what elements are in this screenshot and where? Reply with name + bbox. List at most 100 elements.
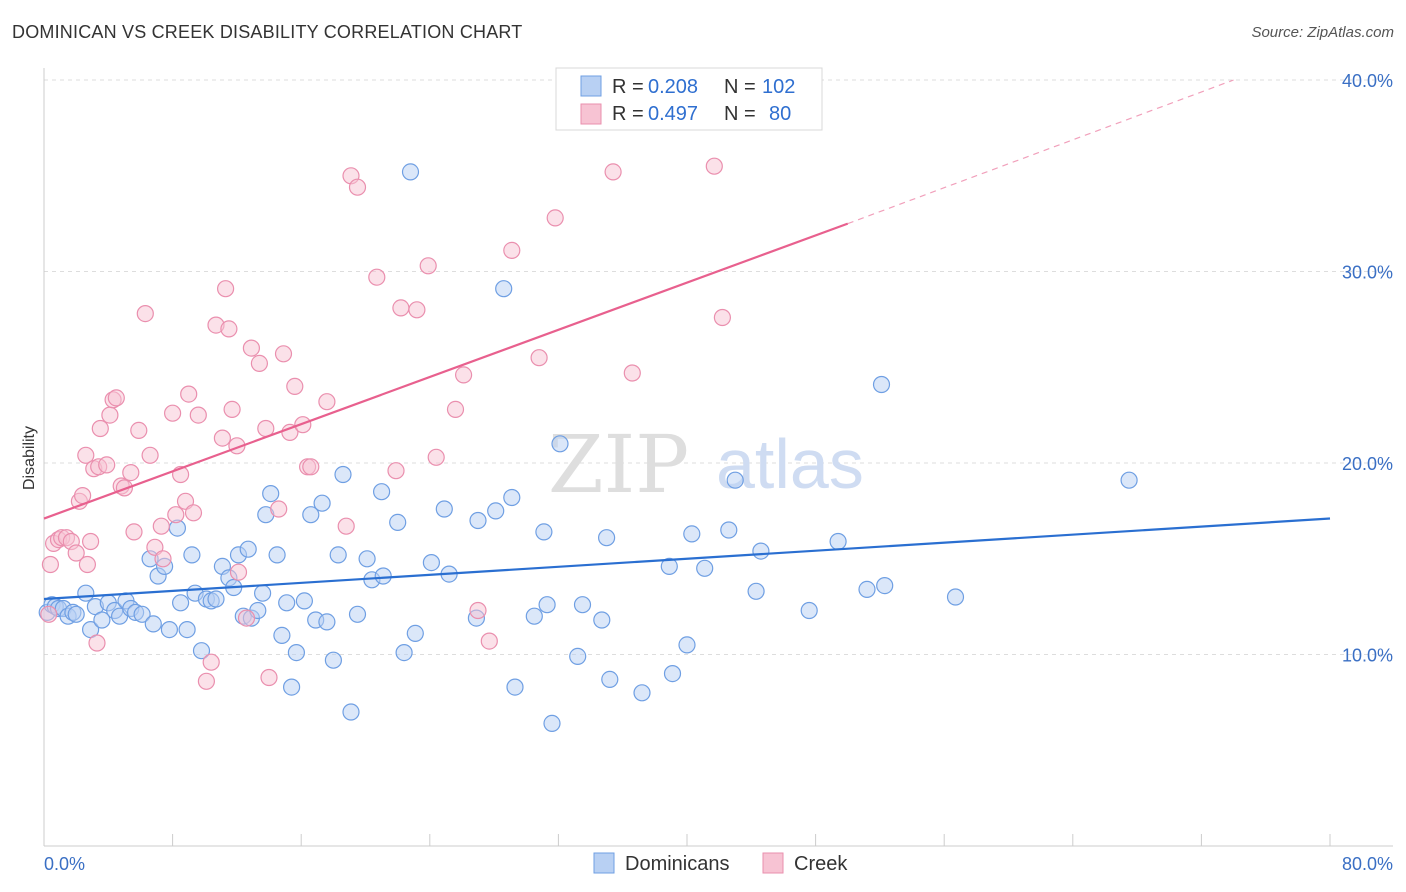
dominicans-point — [800, 601, 818, 620]
dominicans-point — [720, 521, 738, 539]
dominicans-point — [573, 596, 592, 614]
dominicans-point — [829, 532, 847, 551]
dominicans-point — [747, 582, 765, 600]
creek-point — [408, 301, 426, 319]
creek-trend-extension — [847, 79, 1234, 225]
dominicans-point — [329, 546, 347, 564]
creek-point — [713, 308, 732, 327]
x-tick-label-min: 0.0% — [44, 854, 85, 874]
axes — [43, 68, 1393, 847]
dominicans-point — [543, 714, 561, 733]
dominicans-point — [535, 523, 553, 541]
creek-point — [260, 668, 278, 687]
creek-point — [213, 429, 231, 447]
dominicans-trend-line — [43, 517, 1331, 601]
creek-point — [77, 446, 95, 464]
creek-point — [107, 389, 125, 407]
legend-r-label-2: R = — [612, 103, 644, 125]
creek-point — [217, 280, 235, 298]
dominicans-point — [273, 626, 291, 645]
creek-point — [197, 672, 215, 690]
legend: R = 0.208 N = 102 R = 0.497 N = 80 — [555, 67, 823, 131]
dominicans-point — [569, 647, 587, 666]
dominicans-point — [254, 584, 272, 602]
dominicans-point — [373, 483, 391, 501]
dominicans-point — [876, 576, 894, 595]
dominicans-point — [601, 670, 619, 689]
creek-point — [167, 506, 185, 524]
legend-n-value-2: 80 — [769, 103, 791, 125]
legend-swatch-creek — [580, 103, 602, 125]
dominicans-point — [872, 375, 891, 394]
dominicans-point — [302, 506, 320, 524]
dominicans-point — [178, 620, 196, 639]
creek-point — [446, 400, 465, 418]
trend-lines — [43, 79, 1331, 601]
dominicans-point — [495, 280, 513, 298]
legend-r-value-1: 0.208 — [648, 76, 698, 98]
chart-title: DOMINICAN VS CREEK DISABILITY CORRELATIO… — [12, 22, 523, 42]
creek-point — [220, 320, 238, 338]
creek-point — [164, 404, 182, 422]
creek-point — [88, 634, 106, 652]
creek-point — [530, 349, 548, 367]
creek-point — [469, 601, 487, 620]
creek-point — [184, 504, 203, 522]
bottom-legend: Dominicans Creek — [593, 852, 848, 875]
legend-r-value-2: 0.497 — [648, 103, 698, 125]
creek-point — [348, 178, 367, 196]
dominicans-point — [93, 611, 111, 629]
dominicans-point — [678, 636, 696, 654]
creek-trend-line — [43, 222, 849, 520]
creek-point — [154, 550, 172, 568]
dominicans-point — [192, 642, 211, 660]
creek-point — [387, 462, 405, 480]
creek-point — [337, 517, 355, 535]
dominicans-point — [663, 664, 682, 683]
creek-point — [141, 446, 159, 464]
dominicans-point — [858, 580, 876, 599]
dominicans-point — [525, 607, 543, 625]
dominicans-point — [406, 624, 424, 643]
creek-point — [67, 544, 85, 562]
dominicans-point — [593, 611, 611, 629]
dominicans-point — [358, 550, 376, 568]
legend-n-label-1: N = — [724, 76, 756, 98]
creek-point — [623, 364, 641, 382]
creek-point — [125, 523, 143, 541]
dominicans-point — [395, 643, 413, 662]
dominicans-point — [683, 525, 701, 543]
creek-points — [40, 157, 732, 690]
bottom-legend-swatch-dominicans — [593, 852, 615, 874]
creek-point — [122, 464, 140, 482]
creek-point — [136, 305, 154, 323]
dominicans-point — [278, 594, 296, 612]
creek-point — [98, 456, 116, 474]
dominicans-point — [239, 540, 257, 558]
legend-n-value-1: 102 — [762, 76, 795, 98]
creek-point — [270, 500, 288, 518]
dominicans-point — [506, 678, 524, 696]
creek-point — [604, 163, 622, 181]
dominicans-point — [283, 678, 301, 696]
creek-point — [189, 406, 207, 424]
creek-point — [480, 632, 498, 650]
creek-point — [242, 339, 260, 357]
dominicans-point — [348, 605, 367, 623]
dominicans-point — [133, 605, 151, 623]
dominicans-point — [503, 488, 521, 507]
creek-point — [78, 555, 97, 574]
x-ticks — [43, 834, 1331, 846]
dominicans-point — [287, 643, 305, 662]
dominicans-point — [487, 502, 505, 520]
creek-point — [101, 406, 119, 424]
creek-point — [229, 563, 248, 581]
creek-point — [223, 400, 241, 418]
dominicans-point — [752, 542, 770, 560]
dominicans-point — [183, 546, 201, 564]
watermark-zip: ZIP — [548, 418, 689, 511]
dominicans-point — [633, 684, 651, 702]
creek-point — [419, 257, 437, 275]
creek-point — [274, 345, 293, 363]
